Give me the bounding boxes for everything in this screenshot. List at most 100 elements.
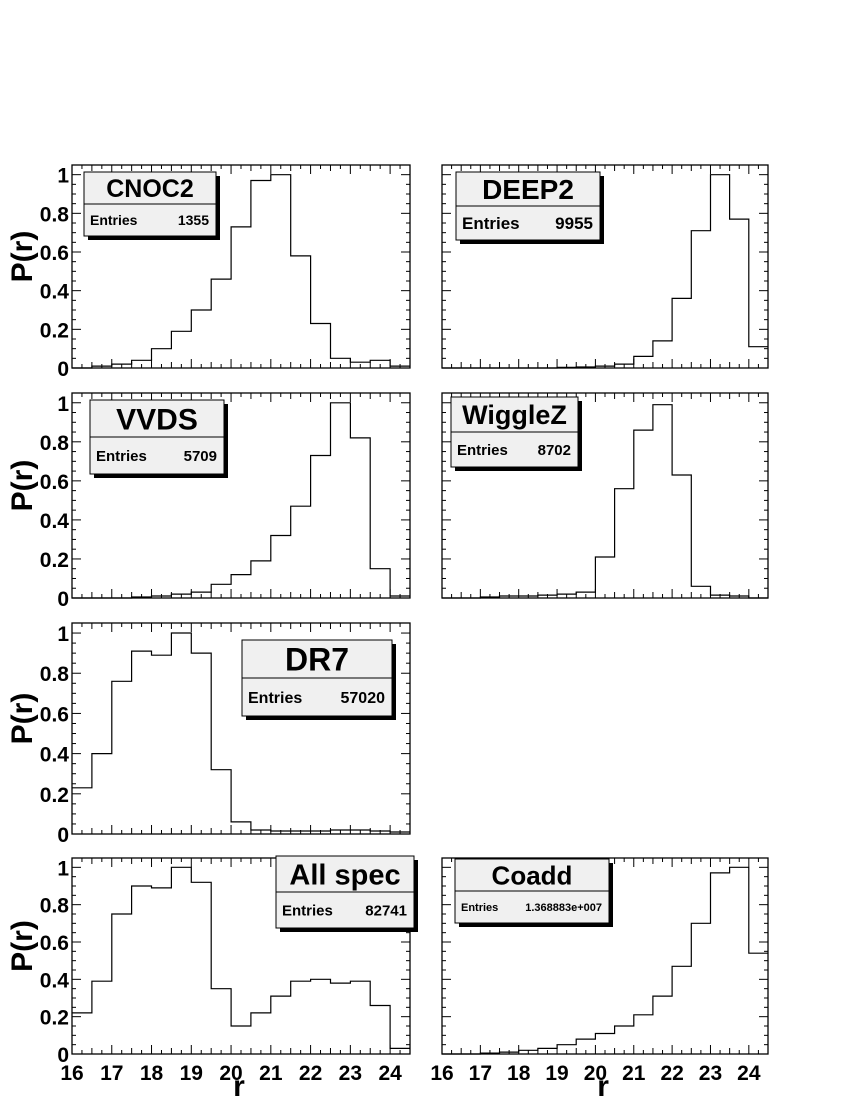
stats-box-title: All spec xyxy=(289,859,400,891)
x-tick-label: 23 xyxy=(699,1062,722,1085)
histogram-bin xyxy=(291,981,311,1054)
y-tick-label: 0 xyxy=(57,358,69,381)
y-tick-label: 1 xyxy=(57,623,69,646)
stats-entries-value: 9955 xyxy=(555,214,593,233)
stats-entries-label: Entries xyxy=(462,214,520,233)
stats-entries-label: Entries xyxy=(96,448,147,465)
histogram-bin xyxy=(730,219,749,368)
panel-wigglez: WiggleZ Entries 8702 xyxy=(441,392,769,599)
y-axis-title: P(r) xyxy=(6,231,39,283)
x-tick-label: 21 xyxy=(259,1062,283,1085)
stats-entries-value: 82741 xyxy=(365,902,407,919)
histogram-bin xyxy=(171,331,191,368)
histogram-bin xyxy=(370,569,390,598)
stats-entries-value: 5709 xyxy=(184,448,217,465)
stats-box-wigglez: WiggleZ Entries 8702 xyxy=(450,396,582,471)
y-tick-label: 0.4 xyxy=(40,744,70,767)
y-tick-label: 0.4 xyxy=(40,281,70,304)
x-tick-label: 19 xyxy=(545,1062,568,1085)
histogram-bin xyxy=(251,1013,271,1054)
histogram-bin xyxy=(330,983,350,1054)
y-tick-label: 0.8 xyxy=(40,203,70,226)
x-tick-label: 17 xyxy=(100,1062,123,1085)
stats-box-coadd: Coadd Entries 1.368883e+007 xyxy=(454,858,613,927)
x-tick-label: 20 xyxy=(219,1062,242,1085)
stats-box-deep2: DEEP2 Entries 9955 xyxy=(455,171,604,244)
panel-vvds: 0 0.2 0.4 0.6 0.8 1 P(r) VVDS Entries 5709 xyxy=(6,392,411,611)
histogram-bin xyxy=(72,1013,92,1054)
x-tick-label: 16 xyxy=(60,1062,83,1085)
histogram-bin xyxy=(730,867,749,1054)
stats-box-title: Coadd xyxy=(492,860,573,890)
histogram-line xyxy=(72,866,410,1049)
stats-box-cnoc2: CNOC2 Entries 1355 xyxy=(83,171,220,240)
histogram-bin xyxy=(92,754,112,834)
y-tick-label: 1 xyxy=(57,165,69,188)
histogram-bin xyxy=(271,536,291,598)
panel-coadd: 16 17 18 19 20 21 22 23 24 r Coadd Entries 1.368883e… xyxy=(430,857,769,1100)
histogram-bin xyxy=(311,324,331,368)
x-axis-title: r xyxy=(597,1070,609,1100)
x-tick-label: 17 xyxy=(469,1062,492,1085)
stats-box-title: DEEP2 xyxy=(482,174,574,205)
x-tick-label: 23 xyxy=(339,1062,362,1085)
y-tick-label: 1 xyxy=(57,857,69,880)
x-tick-label: 22 xyxy=(299,1062,322,1085)
y-tick-label: 0.6 xyxy=(40,703,69,726)
y-tick-label: 0 xyxy=(57,1044,69,1067)
stats-box-title: WiggleZ xyxy=(462,400,567,430)
histogram-bin xyxy=(653,996,672,1054)
histogram-bin xyxy=(291,506,311,598)
y-tick-label: 0 xyxy=(57,588,69,611)
histogram-bin xyxy=(672,298,691,368)
y-tick-label: 0.4 xyxy=(40,510,70,533)
histogram-bin xyxy=(370,1005,390,1054)
stats-box-vvds: VVDS Entries 5709 xyxy=(89,399,228,478)
histogram-bin xyxy=(672,966,691,1054)
histogram-bin xyxy=(615,489,634,598)
histogram-bin xyxy=(191,653,211,834)
histogram-bin xyxy=(311,455,331,598)
x-tick-label: 18 xyxy=(140,1062,164,1085)
x-tick-label: 22 xyxy=(660,1062,683,1085)
histogram-line xyxy=(442,866,768,1055)
y-tick-label: 0.2 xyxy=(40,784,69,807)
stats-box-title: CNOC2 xyxy=(106,175,194,203)
histogram-bin xyxy=(634,1015,653,1054)
stats-box-all-spec: All spec Entries 82741 xyxy=(275,855,418,932)
y-axis-title: P(r) xyxy=(6,460,39,512)
stats-entries-label: Entries xyxy=(461,902,498,914)
histogram-bin xyxy=(271,175,291,368)
x-tick-label: 20 xyxy=(584,1062,607,1085)
panel-deep2: DEEP2 Entries 9955 xyxy=(441,164,769,369)
stats-entries-value: 1.368883e+007 xyxy=(525,902,602,914)
y-tick-label: 0.8 xyxy=(40,432,70,455)
stats-entries-label: Entries xyxy=(282,902,333,919)
histogram-bin xyxy=(691,923,710,1054)
histogram-bin xyxy=(171,633,191,834)
histogram-bin xyxy=(231,1026,251,1054)
histogram-bin xyxy=(710,873,729,1054)
stats-entries-value: 8702 xyxy=(538,442,571,459)
stats-box-title: VVDS xyxy=(116,403,198,436)
histogram-bin xyxy=(191,310,211,368)
histogram-bin xyxy=(350,438,370,598)
y-tick-label: 0.4 xyxy=(40,969,70,992)
y-axis-title: P(r) xyxy=(6,920,39,972)
histogram-bin xyxy=(749,953,768,1054)
histogram-bin xyxy=(191,882,211,1054)
histogram-bin xyxy=(710,175,729,368)
histogram-bin xyxy=(112,681,132,834)
y-tick-label: 0.6 xyxy=(40,932,69,955)
histogram-bin xyxy=(251,561,271,598)
x-tick-label: 16 xyxy=(430,1062,453,1085)
stats-entries-label: Entries xyxy=(90,212,138,228)
x-tick-label: 24 xyxy=(737,1062,761,1085)
histogram-bin xyxy=(291,256,311,368)
x-tick-label: 21 xyxy=(622,1062,646,1085)
x-axis-title: r xyxy=(233,1070,245,1100)
stats-box-dr7: DR7 Entries 57020 xyxy=(241,639,396,720)
histogram-bin xyxy=(72,788,92,834)
stats-entries-label: Entries xyxy=(248,690,302,707)
histogram-bin xyxy=(595,557,614,598)
